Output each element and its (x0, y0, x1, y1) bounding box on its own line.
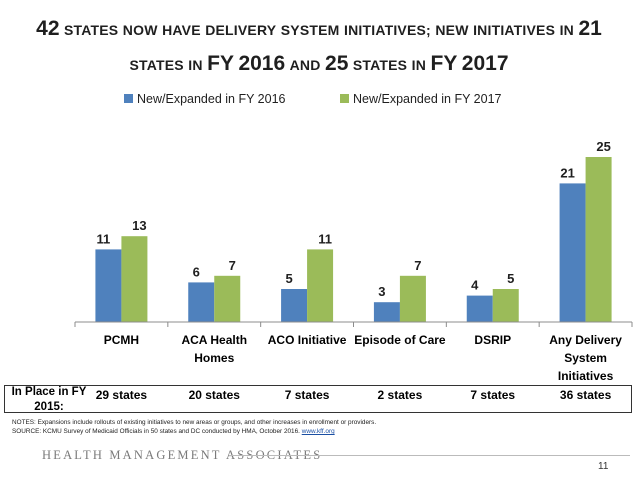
bar-fy2016 (188, 282, 215, 322)
source-text: SOURCE: KCMU Survey of Medicaid Official… (12, 428, 300, 435)
footer-divider (230, 455, 630, 456)
in-place-value: 20 states (188, 388, 240, 402)
bars: 11 13 6 7 5 11 3 7 4 5 21 25 (95, 139, 612, 322)
notes-line-1: NOTES: Expansions include rollouts of ex… (12, 419, 377, 426)
bar-fy2016 (281, 289, 308, 322)
category-label: PCMH (104, 333, 139, 347)
data-label: 7 (229, 258, 236, 273)
bar-fy2017 (121, 236, 148, 322)
data-label: 11 (97, 231, 111, 246)
hma-logo: Health Management Associates (42, 448, 323, 462)
bar-fy2016 (466, 295, 493, 322)
notes-line-2: SOURCE: KCMU Survey of Medicaid Official… (12, 427, 376, 436)
bar-fy2016 (95, 249, 122, 322)
in-place-label: In Place in FY 2015: (11, 386, 87, 413)
data-label: 25 (596, 139, 610, 154)
page-number: 11 (598, 461, 609, 472)
legend-label: New/Expanded in FY 2017 (353, 92, 502, 106)
bar-fy2017 (307, 249, 334, 322)
title-line-1: 42 STATES NOW HAVE DELIVERY SYSTEM INITI… (36, 17, 602, 40)
in-place-row (4, 385, 632, 413)
category-label: Any Delivery System Initiatives (549, 333, 622, 383)
bar-fy2016 (559, 183, 586, 322)
bar-fy2017 (214, 275, 241, 322)
legend-swatch (340, 94, 349, 103)
in-place-value: 7 states (284, 388, 330, 402)
in-place-value: 29 states (95, 388, 148, 402)
data-label: 21 (560, 165, 574, 180)
category-label: ACO Initiative (268, 333, 347, 347)
title-line-2: STATES IN FY 2016 AND 25 STATES IN FY 20… (129, 52, 509, 75)
bar-fy2017 (585, 157, 612, 322)
legend-label: New/Expanded in FY 2016 (137, 92, 286, 106)
data-label: 3 (378, 284, 385, 299)
data-label: 7 (414, 258, 421, 273)
legend: New/Expanded in FY 2016 New/Expanded in F… (124, 92, 502, 106)
notes: NOTES: Expansions include rollouts of ex… (12, 418, 376, 436)
data-label: 11 (318, 231, 332, 246)
legend-swatch (124, 94, 133, 103)
in-place-value: 2 states (377, 388, 423, 402)
category-label: Episode of Care (354, 333, 446, 347)
kff-link[interactable]: www.kff.org (301, 428, 335, 435)
category-label: DSRIP (474, 333, 511, 347)
slide-title: 42 STATES NOW HAVE DELIVERY SYSTEM INITI… (10, 12, 628, 82)
data-label: 6 (193, 264, 200, 279)
x-axis: PCMH ACA Health Homes ACO Initiative Episode… (74, 321, 633, 383)
data-label: 5 (507, 271, 514, 286)
category-label: ACA Health Homes (181, 333, 247, 365)
bar-fy2017 (399, 275, 426, 322)
in-place-value: 36 states (559, 388, 612, 402)
bar-fy2016 (373, 302, 400, 322)
data-label: 5 (285, 271, 292, 286)
data-label: 4 (471, 278, 479, 293)
in-place-value: 7 states (470, 388, 516, 402)
bar-fy2017 (492, 289, 519, 322)
bar-chart: New/Expanded in FY 2016 New/Expanded in F… (74, 92, 633, 383)
data-label: 13 (132, 218, 146, 233)
